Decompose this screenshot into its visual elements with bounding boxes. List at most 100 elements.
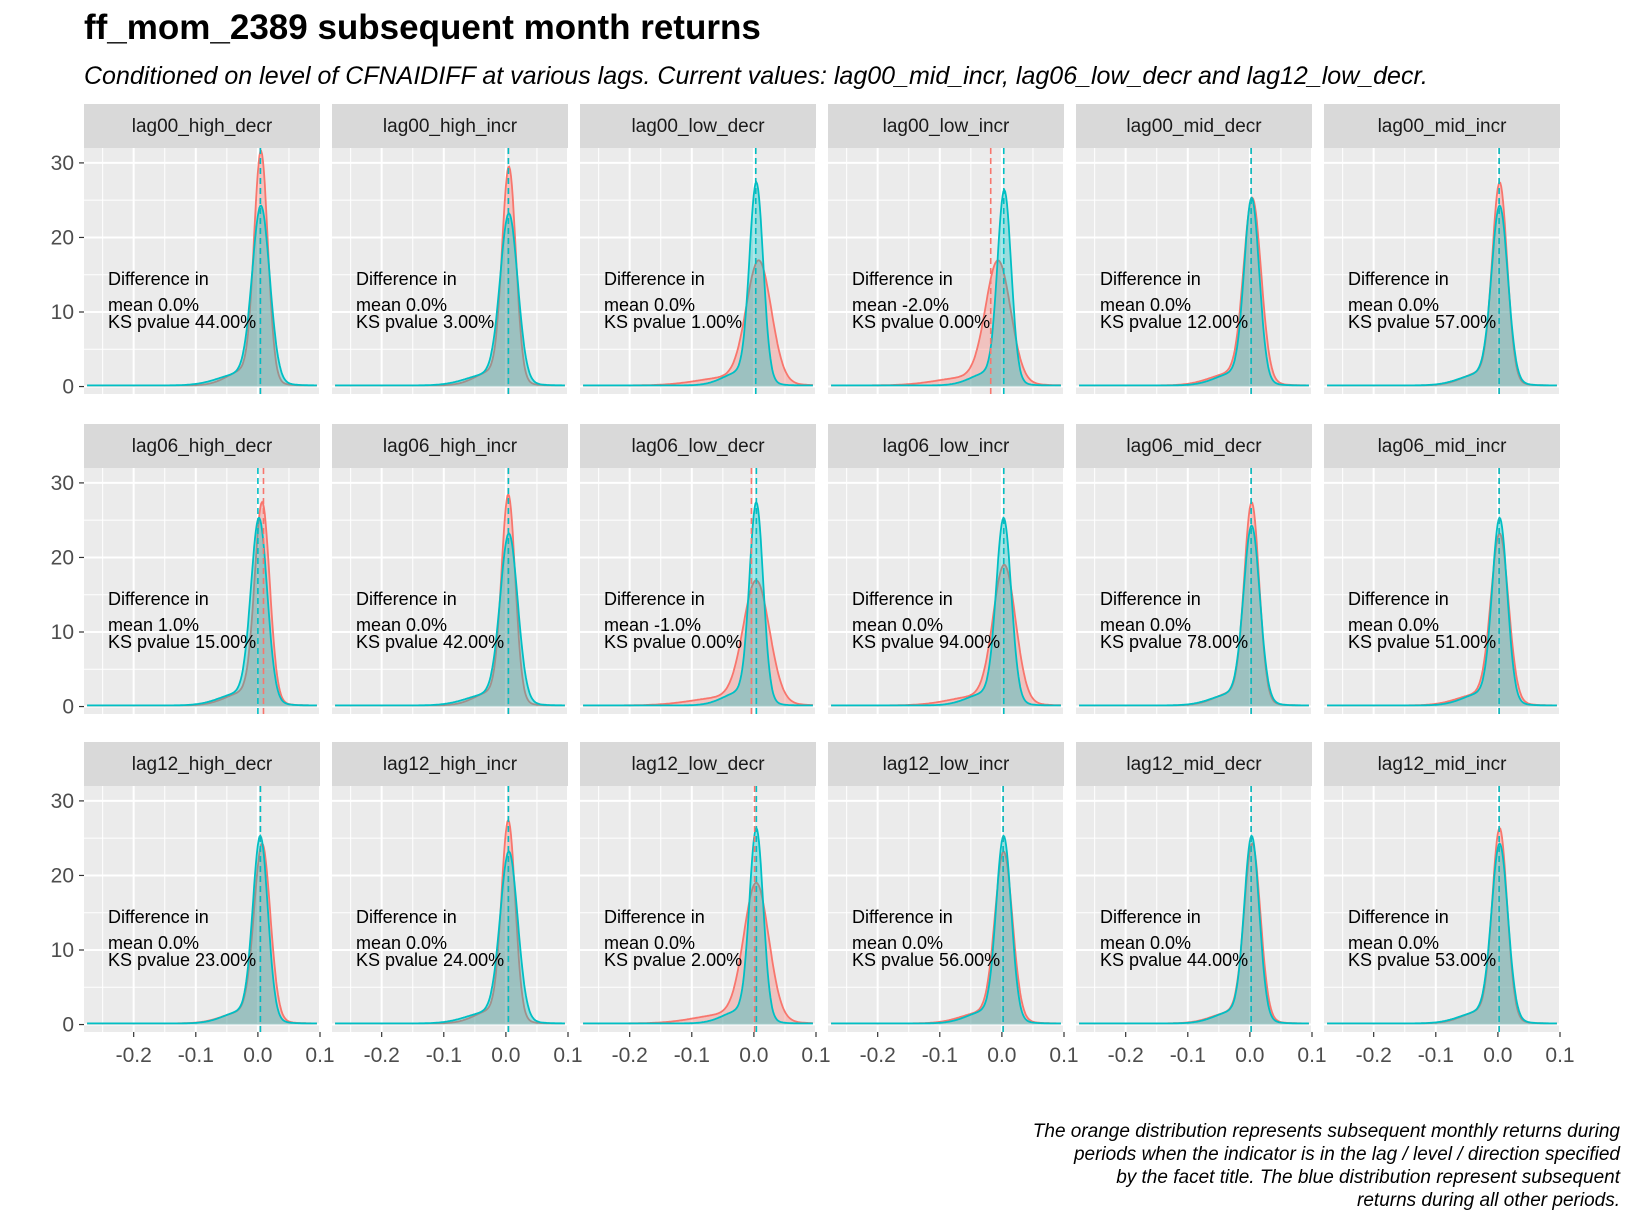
- conditioned-density-area: [335, 820, 565, 1025]
- other-density-line: [1327, 842, 1557, 1025]
- facet-strip-label: lag12_low_incr: [883, 754, 1010, 775]
- chart-title: ff_mom_2389 subsequent month returns: [84, 8, 761, 47]
- facet-strip: [1076, 742, 1312, 786]
- y-tick-label: 0: [62, 376, 74, 399]
- facet-strip: [1324, 424, 1560, 468]
- facet-panel: lag06_low_incr Difference in mean 0.0%KS p…: [828, 424, 1065, 714]
- other-density-area: [335, 851, 565, 1025]
- x-tick-label: 0.0: [491, 1044, 520, 1067]
- annotation-heading: Difference in: [356, 269, 457, 289]
- annotation-ks-pvalue: KS pvalue 57.00%: [1348, 312, 1496, 332]
- y-tick-label: 30: [51, 472, 74, 495]
- panel-background: [84, 148, 320, 394]
- facet-strip: [1324, 742, 1560, 786]
- panel-background: [1076, 148, 1312, 394]
- x-tick-label: -0.1: [178, 1044, 214, 1067]
- annotation-ks-pvalue: KS pvalue 12.00%: [1100, 312, 1248, 332]
- caption-line-2: periods when the indicator is in the lag…: [1073, 1144, 1620, 1165]
- x-tick-label: 0.1: [305, 1044, 334, 1067]
- facet-panel: lag12_high_incr Difference in mean 0.0%KS …: [332, 742, 583, 1067]
- x-tick-label: 0.0: [987, 1044, 1016, 1067]
- y-tick-label: 0: [62, 696, 74, 719]
- facet-strip: [580, 742, 816, 786]
- y-tick-label: 30: [51, 152, 74, 175]
- other-density-area: [583, 827, 813, 1025]
- conditioned-density-area: [583, 580, 813, 707]
- facet-strip: [1076, 424, 1312, 468]
- caption: The orange distribution represents subse…: [720, 1120, 1620, 1212]
- annotation-mean-difference: mean 0.0%: [108, 933, 199, 953]
- x-tick-label: -0.1: [1170, 1044, 1206, 1067]
- other-density-line: [583, 500, 813, 707]
- facet-panel: lag00_low_decr Difference in mean 0.0%KS p…: [580, 104, 817, 394]
- chart-subtitle: Conditioned on level of CFNAIDIFF at var…: [84, 62, 1428, 90]
- annotation-ks-pvalue: KS pvalue 15.00%: [108, 632, 256, 652]
- facet-strip-label: lag12_mid_decr: [1126, 754, 1262, 775]
- other-density-area: [335, 213, 565, 387]
- facet-strip-label: lag06_high_incr: [383, 436, 518, 457]
- other-density-area: [87, 205, 317, 387]
- facet-panel: lag00_mid_decr Difference in mean 0.0%KS p…: [1076, 104, 1313, 394]
- facet-strip-label: lag06_high_decr: [132, 436, 273, 457]
- facet-strip: [828, 424, 1064, 468]
- annotation-heading: Difference in: [1348, 907, 1449, 927]
- annotation-heading: Difference in: [108, 589, 209, 609]
- x-tick-label: 0.1: [1297, 1044, 1326, 1067]
- other-density-line: [335, 532, 565, 707]
- caption-line-1: The orange distribution represents subse…: [1032, 1121, 1620, 1142]
- annotation-mean-difference: mean 0.0%: [356, 933, 447, 953]
- annotation-mean-difference: mean 0.0%: [356, 615, 447, 635]
- facet-panel: lag00_mid_incr Difference in mean 0.0%KS p…: [1324, 104, 1561, 394]
- facet-panel: lag06_mid_decr Difference in mean 0.0%KS p…: [1076, 424, 1313, 714]
- panel-background: [828, 148, 1064, 394]
- y-tick-label: 20: [51, 864, 74, 887]
- y-tick-label: 20: [51, 226, 74, 249]
- panel-background: [1076, 468, 1312, 714]
- annotation-ks-pvalue: KS pvalue 0.00%: [604, 632, 742, 652]
- other-density-line: [1079, 834, 1309, 1025]
- annotation-heading: Difference in: [1348, 589, 1449, 609]
- panel-background: [1076, 786, 1312, 1032]
- facet-strip-label: lag00_low_decr: [631, 116, 765, 137]
- annotation-mean-difference: mean 0.0%: [1348, 933, 1439, 953]
- facet-panel: lag06_mid_incr Difference in mean 0.0%KS p…: [1324, 424, 1561, 714]
- annotation-mean-difference: mean 0.0%: [604, 933, 695, 953]
- facet-strip-label: lag12_high_incr: [383, 754, 518, 775]
- facet-strip-label: lag00_mid_decr: [1126, 116, 1262, 137]
- annotation-ks-pvalue: KS pvalue 0.00%: [852, 312, 990, 332]
- annotation-ks-pvalue: KS pvalue 78.00%: [1100, 632, 1248, 652]
- facet-panel: lag00_high_decr Difference in mean 0.0%KS …: [51, 104, 321, 399]
- other-density-area: [87, 835, 317, 1025]
- panel-background: [580, 468, 816, 714]
- annotation-ks-pvalue: KS pvalue 3.00%: [356, 312, 494, 332]
- panel-background: [1324, 468, 1560, 714]
- x-tick-label: -0.2: [364, 1044, 400, 1067]
- facet-strip: [1324, 104, 1560, 148]
- x-tick-label: -0.2: [116, 1044, 152, 1067]
- facet-strip-label: lag12_mid_incr: [1378, 754, 1508, 775]
- facet-strip: [84, 424, 320, 468]
- x-tick-label: 0.0: [243, 1044, 272, 1067]
- facet-panel: lag00_low_incr Difference in mean -2.0%KS …: [828, 104, 1065, 394]
- other-density-line: [1079, 524, 1309, 707]
- annotation-mean-difference: mean 0.0%: [852, 615, 943, 635]
- x-tick-label: 0.0: [1235, 1044, 1264, 1067]
- facet-strip-label: lag06_mid_incr: [1378, 436, 1508, 457]
- annotation-heading: Difference in: [1100, 589, 1201, 609]
- annotation-heading: Difference in: [1100, 907, 1201, 927]
- x-tick-label: -0.2: [612, 1044, 648, 1067]
- facet-panel: lag06_low_decr Difference in mean -1.0%KS …: [580, 424, 817, 714]
- annotation-heading: Difference in: [356, 589, 457, 609]
- facet-strip-label: lag06_low_incr: [883, 436, 1010, 457]
- other-density-line: [583, 180, 813, 387]
- y-tick-label: 20: [51, 546, 74, 569]
- annotation-mean-difference: mean 0.0%: [356, 295, 447, 315]
- facet-strip-label: lag06_low_decr: [631, 436, 765, 457]
- other-density-line: [335, 850, 565, 1025]
- panel-background: [332, 148, 568, 394]
- annotation-mean-difference: mean -1.0%: [604, 615, 701, 635]
- facet-strip: [828, 742, 1064, 786]
- facet-panel: lag12_high_decr Difference in mean 0.0%KS …: [51, 742, 335, 1067]
- facet-strip: [580, 104, 816, 148]
- y-tick-label: 10: [51, 621, 74, 644]
